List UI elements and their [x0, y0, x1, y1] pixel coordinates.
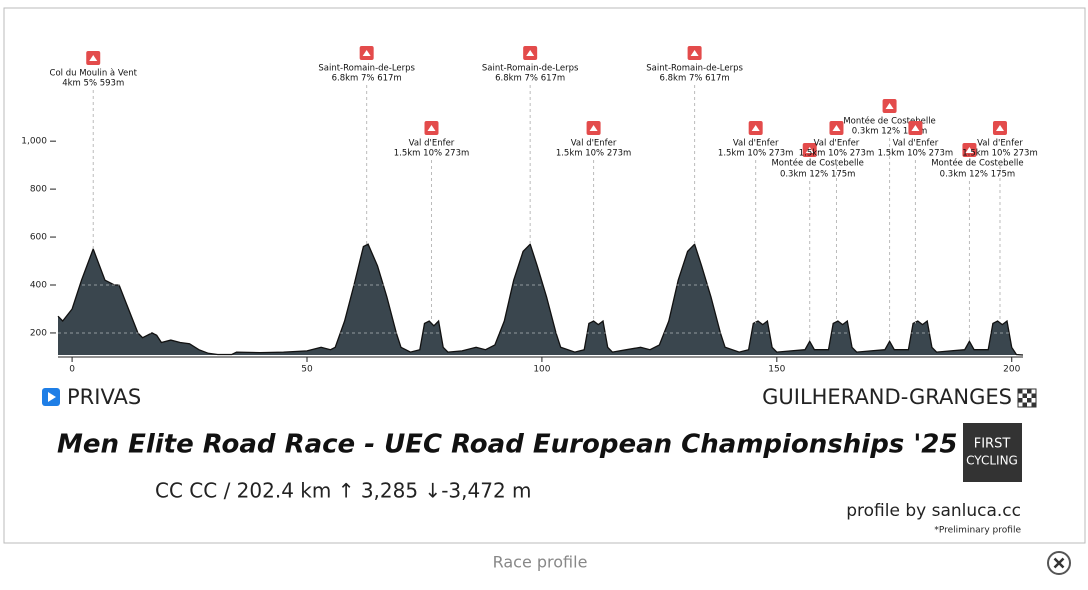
climb-name: Val d'Enfer — [977, 139, 1023, 149]
climb-icon-peak — [995, 125, 1004, 131]
y-tick-label: 400 — [30, 281, 47, 291]
climb-name: Val d'Enfer — [409, 139, 455, 149]
x-tick-label: 200 — [1003, 365, 1020, 375]
race-stats: CC CC / 202.4 km ↑ 3,285 ↓-3,472 m — [155, 479, 532, 503]
climb-info: 4km 5% 593m — [62, 79, 124, 89]
elevation-line — [57, 242, 1024, 356]
finish-flag — [1017, 388, 1037, 408]
climb-name: Saint-Romain-de-Lerps — [318, 64, 415, 74]
climb-icon-peak — [89, 55, 98, 61]
image-frame — [3, 7, 1086, 544]
note: *Preliminary profile — [934, 526, 1021, 536]
climb-info: 6.8km 7% 617m — [495, 74, 565, 84]
y-tick-label: 800 — [30, 185, 47, 195]
climb-icon-peak — [832, 125, 841, 131]
climb-name: Montée de Costebelle — [771, 158, 863, 169]
caption: Race profile — [493, 553, 588, 572]
logo-text: CYCLING — [966, 454, 1018, 468]
climb-icon-peak — [690, 50, 699, 56]
chart-title: Men Elite Road Race - UEC Road European … — [57, 430, 957, 460]
climb-icon-peak — [362, 50, 371, 56]
climb-info: 1.5km 10% 273m — [556, 149, 632, 159]
climb-name: Val d'Enfer — [733, 139, 779, 149]
climb-info: 1.5km 10% 273m — [799, 149, 875, 159]
finish-label: GUILHERAND-GRANGES — [762, 385, 1012, 409]
logo-text: FIRST — [974, 437, 1011, 452]
x-tick-label: 150 — [768, 365, 785, 375]
climb-icon-peak — [589, 125, 598, 131]
climb-info: 1.5km 10% 273m — [962, 149, 1038, 159]
climb-name: Val d'Enfer — [893, 139, 939, 149]
climb-info: 6.8km 7% 617m — [660, 74, 730, 84]
climb-name: Saint-Romain-de-Lerps — [646, 64, 743, 74]
climb-name: Montée de Costebelle — [931, 158, 1023, 169]
climb-info: 0.3km 12% 175m — [940, 170, 1016, 180]
y-tick-label: 1,000 — [21, 137, 47, 147]
elevation-area — [58, 244, 1023, 355]
climb-name: Saint-Romain-de-Lerps — [482, 64, 579, 74]
x-tick-label: 0 — [69, 365, 75, 375]
climb-info: 1.5km 10% 273m — [718, 149, 794, 159]
climb-icon-peak — [526, 50, 535, 56]
climb-info: 0.3km 12% 175m — [780, 170, 856, 180]
climb-info: 6.8km 7% 617m — [332, 74, 402, 84]
climb-name: Montée de Costebelle — [843, 116, 935, 127]
climb-icon-peak — [965, 147, 974, 153]
climb-info: 1.5km 10% 273m — [394, 149, 470, 159]
start-icon-arrow — [48, 392, 56, 402]
climb-name: Val d'Enfer — [814, 139, 860, 149]
logo — [963, 423, 1022, 482]
close-button[interactable] — [1047, 551, 1071, 575]
x-tick-label: 50 — [301, 365, 313, 375]
credit: profile by sanluca.cc — [846, 501, 1021, 521]
climb-icon-peak — [885, 103, 894, 109]
climb-icon-peak — [427, 125, 436, 131]
climb-name: Col du Moulin à Vent — [50, 69, 138, 79]
climb-icon-peak — [751, 125, 760, 131]
climb-name: Val d'Enfer — [571, 139, 617, 149]
x-tick-label: 100 — [533, 365, 550, 375]
climb-icon-peak — [911, 125, 920, 131]
y-tick-label: 200 — [30, 328, 47, 338]
climb-info: 1.5km 10% 273m — [878, 149, 954, 159]
climb-icon-peak — [805, 147, 814, 153]
climb-info: 0.3km 12% 175m — [852, 127, 928, 137]
y-tick-label: 600 — [30, 233, 47, 243]
start-label: PRIVAS — [67, 385, 141, 409]
